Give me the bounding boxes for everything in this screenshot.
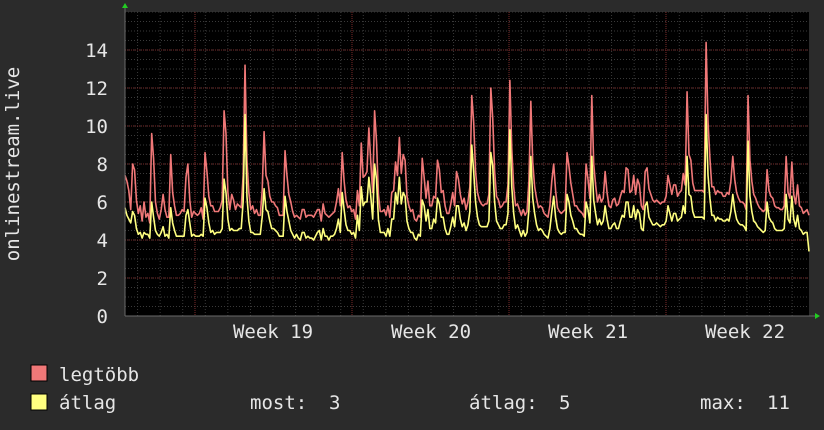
legend-swatch-avg <box>30 393 48 411</box>
legend: legtöbb átlag most: 3 átlag: 5 max: 11 <box>30 364 790 414</box>
x-tick-label: Week 19 <box>233 321 313 343</box>
x-axis-arrow-icon <box>815 313 820 319</box>
grid <box>125 11 809 317</box>
y-tick-label: 4 <box>97 230 108 252</box>
stat-max-value: 11 <box>767 392 790 414</box>
series-line-max <box>124 41 810 224</box>
axes <box>122 3 820 319</box>
x-tick-labels: Week 19 Week 20 Week 21 Week 22 <box>233 321 785 343</box>
x-tick-label: Week 20 <box>391 321 471 343</box>
y-tick-label: 6 <box>97 192 108 214</box>
y-tick-label: 0 <box>97 306 108 328</box>
y-tick-label: 8 <box>97 154 108 176</box>
legend-label-avg: átlag <box>59 392 116 414</box>
y-axis-title: onlinestream.live <box>2 67 24 261</box>
y-tick-label: 12 <box>85 78 108 100</box>
series-line-avg <box>124 113 810 252</box>
x-tick-label: Week 22 <box>705 321 785 343</box>
x-tick-label: Week 21 <box>548 321 628 343</box>
y-tick-label: 10 <box>85 116 108 138</box>
y-tick-labels: 0 2 4 6 8 10 12 14 <box>85 40 108 328</box>
series-lines <box>124 41 810 252</box>
legend-swatch-max <box>30 364 48 382</box>
stat-current-value: 3 <box>329 392 340 414</box>
stat-max-label: max: <box>700 392 746 414</box>
y-tick-label: 14 <box>85 40 108 62</box>
stat-average-label: átlag: <box>469 392 538 414</box>
y-axis-arrow-icon <box>122 3 128 8</box>
stat-average-value: 5 <box>559 392 570 414</box>
legend-label-max: legtöbb <box>59 364 139 386</box>
stat-current-label: most: <box>250 392 307 414</box>
y-tick-label: 2 <box>97 268 108 290</box>
